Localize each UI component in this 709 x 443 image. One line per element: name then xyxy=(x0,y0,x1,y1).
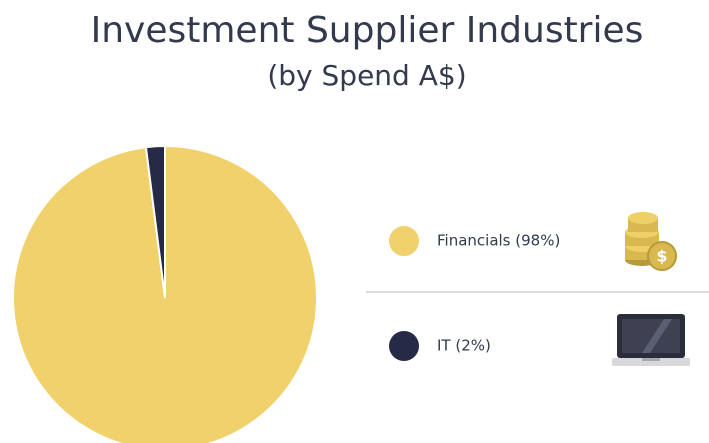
svg-text:$: $ xyxy=(656,247,667,266)
legend-swatch xyxy=(389,226,419,256)
legend-swatch xyxy=(389,331,419,361)
chart-subtitle: (by Spend A$) xyxy=(267,59,466,92)
laptop-icon xyxy=(612,314,690,366)
legend-label: IT (2%) xyxy=(437,337,491,355)
pie-slice xyxy=(144,144,166,299)
pie-slice xyxy=(12,144,318,443)
legend-label: Financials (98%) xyxy=(437,232,560,250)
coins-icon: $ xyxy=(625,212,677,271)
chart-title: Investment Supplier Industries xyxy=(91,10,644,51)
